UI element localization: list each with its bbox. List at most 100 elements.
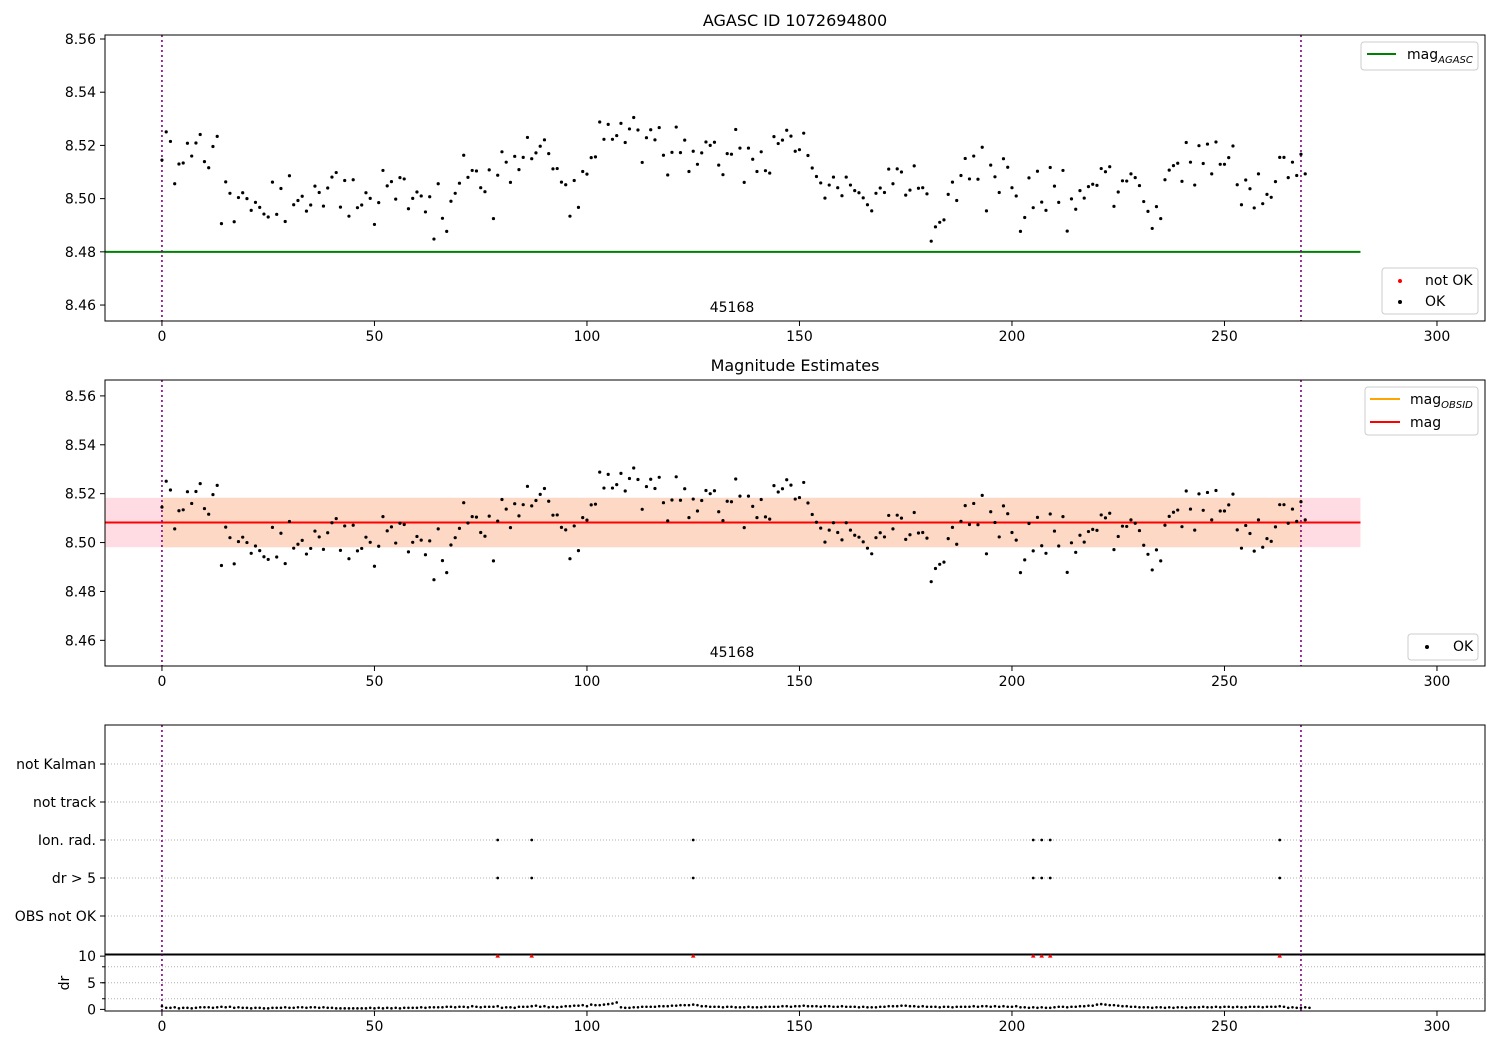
dr-point (887, 1004, 891, 1008)
data-point (861, 540, 865, 544)
data-point (572, 524, 576, 528)
y-tick-label: 8.56 (65, 389, 96, 405)
data-point (585, 172, 589, 176)
x-tick-label: 200 (999, 674, 1026, 690)
data-point (364, 535, 368, 539)
data-point (1218, 509, 1222, 513)
data-point (1265, 192, 1269, 196)
dr-point (1286, 1006, 1290, 1010)
data-point (916, 186, 921, 190)
data-point (479, 186, 483, 190)
dr-point (555, 1005, 559, 1009)
data-point (304, 552, 309, 556)
data-point (942, 560, 946, 564)
data-point (1099, 513, 1103, 517)
dr-point (385, 1006, 389, 1010)
dr-point (347, 1007, 351, 1010)
data-point (1103, 170, 1108, 174)
data-point (547, 152, 551, 156)
data-point (258, 549, 262, 553)
data-point (882, 535, 887, 539)
dr-point (177, 1007, 181, 1010)
dr-point (1023, 1005, 1027, 1009)
legend-label: mag (1410, 415, 1441, 431)
x-tick-label: 300 (1424, 674, 1451, 690)
data-point (253, 544, 258, 548)
dr-point (972, 1004, 976, 1008)
dr-point (237, 1005, 240, 1009)
x-tick-label: 250 (1211, 674, 1238, 690)
dr-point (228, 1005, 232, 1009)
y-tick-label: 8.50 (65, 192, 96, 208)
data-point (810, 166, 814, 170)
data-point (440, 216, 445, 220)
data-point (1091, 182, 1095, 186)
data-point (938, 562, 942, 566)
data-point (1052, 529, 1057, 533)
dr-point (305, 1006, 308, 1010)
data-point (1078, 189, 1082, 193)
data-point (989, 510, 993, 514)
dr-point (666, 1004, 670, 1008)
dr-point (462, 1005, 466, 1009)
data-point (1065, 229, 1069, 233)
data-point (734, 127, 738, 132)
data-point (1154, 548, 1159, 552)
data-point (717, 510, 721, 514)
data-point (797, 495, 802, 500)
data-point (738, 494, 742, 498)
dr-point (509, 1005, 512, 1009)
dr-point (1027, 1006, 1031, 1010)
data-point (279, 531, 283, 535)
dr-point (232, 1006, 236, 1010)
data-point (1239, 203, 1244, 207)
data-point (704, 140, 708, 144)
data-point (283, 561, 287, 566)
data-point (742, 180, 746, 184)
data-point (406, 550, 411, 554)
data-point (1031, 549, 1035, 553)
dr-point (1019, 1005, 1022, 1009)
data-point (1010, 186, 1014, 190)
data-point (993, 175, 997, 179)
data-point (674, 125, 678, 129)
data-point (309, 203, 313, 207)
data-point (1159, 559, 1163, 563)
dr-point (781, 1004, 784, 1008)
data-point (1227, 503, 1231, 507)
data-point (228, 191, 232, 195)
data-point (925, 192, 929, 196)
data-point (551, 167, 555, 171)
data-point (1193, 528, 1197, 532)
data-point (470, 168, 474, 173)
y-tick-label: 8.52 (65, 138, 96, 154)
dr-point (1201, 1005, 1205, 1009)
dr-point (895, 1004, 899, 1008)
data-point (245, 540, 249, 545)
data-point (695, 162, 700, 166)
dr-point (827, 1004, 831, 1008)
data-point (1103, 516, 1108, 520)
dr-point (543, 1004, 546, 1008)
panel1-legend-top: magAGASC (1360, 41, 1479, 71)
dr-point (343, 1007, 347, 1010)
data-point (615, 483, 619, 487)
data-point (653, 138, 657, 142)
data-point (623, 489, 627, 493)
legend-swatch (1425, 645, 1429, 649)
data-point (1086, 529, 1091, 534)
panel4-frame (104, 953, 1486, 1012)
data-point (287, 174, 292, 178)
dr-point (245, 1006, 249, 1010)
data-point (236, 539, 241, 544)
x-tick-label: 0 (157, 1019, 166, 1035)
data-point (508, 180, 513, 184)
dr-point (934, 1005, 937, 1009)
panel4-ylabel: dr (57, 975, 73, 990)
data-point (661, 153, 666, 157)
data-point (810, 512, 814, 517)
data-point (1295, 519, 1299, 523)
data-point (1027, 176, 1031, 180)
data-point (1116, 190, 1120, 194)
legend-label: not OK (1425, 273, 1473, 289)
